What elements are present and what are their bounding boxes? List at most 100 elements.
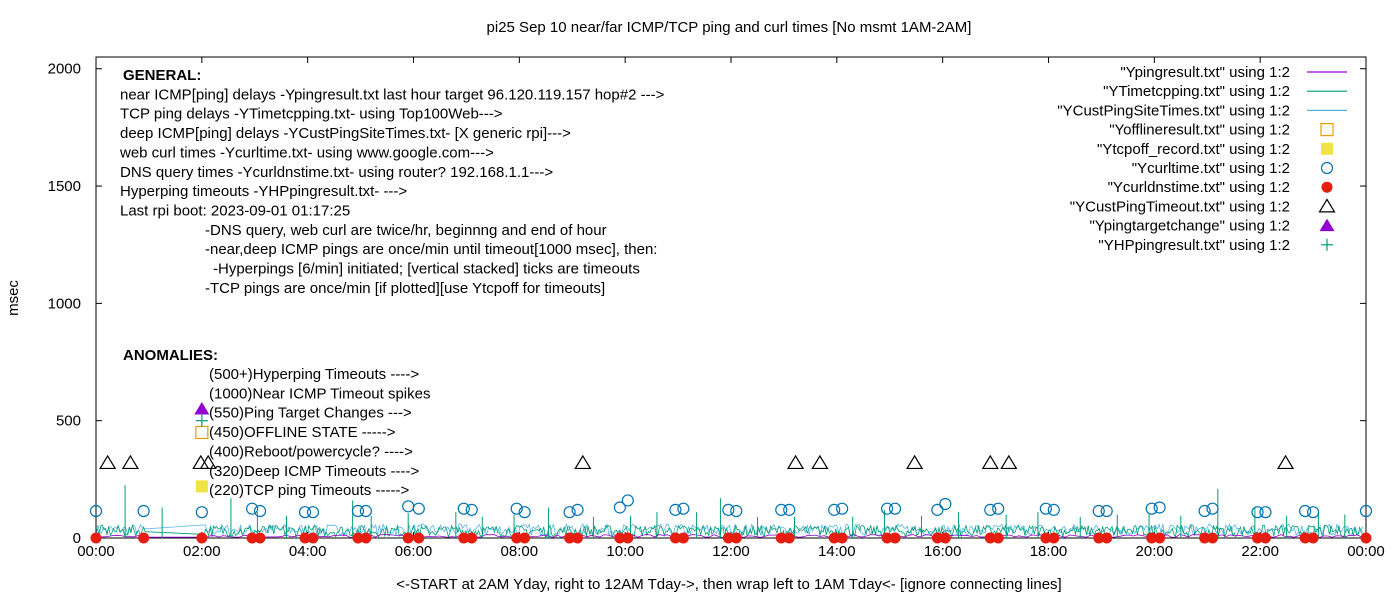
point-open-circle	[253, 504, 267, 518]
general-note: -TCP pings are once/min [if plotted][use…	[205, 280, 605, 297]
point-open-circle	[775, 503, 788, 516]
point-open-circle	[984, 503, 997, 516]
general-note: -Hyperpings [6/min] initiated; [vertical…	[213, 261, 640, 278]
point-filled-circle	[1252, 532, 1264, 544]
point-open-triangle	[981, 454, 999, 470]
x-tick-label: 18:00	[1030, 543, 1068, 560]
point-open-triangle	[811, 454, 829, 470]
point-filled-circle	[1146, 532, 1158, 544]
point-filled-circle	[572, 532, 584, 544]
general-note: deep ICMP[ping] delays -YCustPingSiteTim…	[120, 125, 571, 142]
x-tick-label: 20:00	[1136, 543, 1174, 560]
point-open-circle	[195, 506, 208, 519]
point-filled-circle	[775, 532, 787, 544]
point-filled-circle	[1259, 532, 1271, 544]
point-open-triangle	[121, 454, 139, 470]
point-filled-circle	[254, 532, 266, 544]
legend-label: "YHPpingresult.txt" using 1:2	[1098, 237, 1290, 254]
anomaly-note: (450)OFFLINE STATE ----->	[209, 424, 396, 441]
point-filled-triangle	[194, 401, 210, 415]
legend-label: "Ycurldnstime.txt" using 1:2	[1108, 179, 1290, 196]
point-open-circle	[992, 502, 1005, 515]
point-open-square	[195, 425, 209, 440]
point-open-circle	[412, 502, 425, 515]
point-open-circle	[1092, 504, 1105, 518]
point-open-circle	[939, 497, 952, 511]
point-open-circle	[888, 502, 902, 515]
point-filled-circle	[677, 532, 689, 544]
point-filled-circle	[458, 532, 470, 544]
point-filled-circle	[1307, 532, 1319, 544]
point-open-circle	[1145, 502, 1158, 515]
chart-title: pi25 Sep 10 near/far ICMP/TCP ping and c…	[487, 19, 972, 36]
point-filled-circle	[1040, 532, 1052, 544]
legend-label: "YCustPingTimeout.txt" using 1:2	[1070, 198, 1290, 215]
legend-label: "Ycurltime.txt" using 1:2	[1132, 160, 1290, 177]
point-filled-circle	[352, 532, 364, 544]
anomaly-note: (320)Deep ICMP Timeouts ---->	[209, 463, 419, 480]
legend-label: "Ytcpoff_record.txt" using 1:2	[1097, 141, 1290, 158]
x-tick-label: 12:00	[712, 543, 750, 560]
point-open-circle	[359, 504, 372, 518]
point-open-circle	[836, 502, 849, 515]
x-tick-label: 00:00	[1347, 543, 1385, 560]
point-filled-circle	[1101, 532, 1113, 544]
x-tick-label: 16:00	[924, 543, 962, 560]
point-filled-circle	[614, 532, 626, 544]
anomaly-note: (400)Reboot/powercycle? ---->	[209, 443, 413, 460]
point-open-triangle	[192, 454, 210, 470]
point-filled-circle	[984, 532, 996, 544]
point-filled-circle	[939, 532, 951, 544]
y-tick-label: 0	[73, 530, 81, 547]
point-filled-circle	[669, 532, 681, 544]
point-filled-circle	[299, 532, 311, 544]
point-open-circle	[518, 506, 531, 519]
y-tick-label: 1500	[48, 178, 81, 195]
point-filled-circle	[1048, 532, 1060, 544]
point-open-circle	[563, 506, 576, 519]
point-filled-square	[195, 480, 208, 493]
general-note: web curl times -Ycurltime.txt- using www…	[119, 144, 494, 161]
point-filled-circle	[1360, 532, 1372, 544]
x-tick-label: 02:00	[183, 543, 221, 560]
anomalies-heading: ANOMALIES:	[123, 347, 218, 364]
anomaly-note: (550)Ping Target Changes --->	[209, 405, 412, 422]
y-axis-label: msec	[5, 280, 22, 316]
point-open-circle	[1299, 504, 1312, 518]
point-open-circle	[881, 502, 894, 515]
point-filled-circle	[246, 532, 258, 544]
point-open-circle	[621, 494, 634, 507]
general-note: Hyperping timeouts -YHPpingresult.txt- -…	[120, 183, 407, 200]
y-tick-label: 500	[56, 413, 81, 430]
legend-key	[1320, 161, 1334, 175]
point-filled-circle	[519, 532, 531, 544]
point-open-circle	[1047, 503, 1060, 516]
point-open-circle	[351, 504, 365, 518]
legend-key	[1320, 122, 1334, 137]
data-points	[89, 401, 1373, 544]
axes: 00:00 02:00 04:00 06:00 08:00 10:00 12:00 14:00…	[48, 57, 1385, 560]
point-open-circle	[730, 504, 743, 518]
point-filled-circle	[783, 532, 795, 544]
point-open-triangle	[1000, 454, 1018, 470]
point-plus	[195, 414, 208, 427]
general-note: -DNS query, web curl are twice/hr, begin…	[205, 222, 607, 239]
general-note: -near,deep ICMP pings are once/min until…	[205, 241, 657, 258]
point-filled-circle	[828, 532, 840, 544]
point-filled-circle	[722, 532, 734, 544]
point-open-circle	[246, 502, 259, 515]
legend-label: "Ypingresult.txt" using 1:2	[1120, 64, 1290, 81]
point-open-circle	[669, 503, 682, 516]
point-open-circle	[1359, 504, 1373, 518]
point-open-triangle	[199, 454, 217, 470]
general-heading: GENERAL:	[123, 67, 201, 84]
general-note: DNS query times -Ycurldnstime.txt- using…	[120, 164, 553, 181]
point-open-circle	[722, 503, 735, 516]
point-open-triangle	[99, 454, 117, 470]
y-tick-label: 1000	[48, 295, 81, 312]
point-filled-circle	[992, 532, 1004, 544]
legend-key	[1321, 238, 1333, 251]
point-open-circle	[1259, 506, 1272, 519]
point-open-circle	[298, 506, 312, 519]
